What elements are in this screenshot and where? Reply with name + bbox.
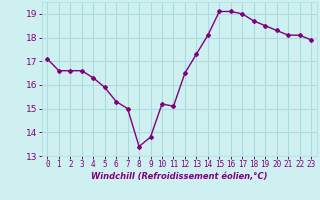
X-axis label: Windchill (Refroidissement éolien,°C): Windchill (Refroidissement éolien,°C) [91, 172, 268, 181]
